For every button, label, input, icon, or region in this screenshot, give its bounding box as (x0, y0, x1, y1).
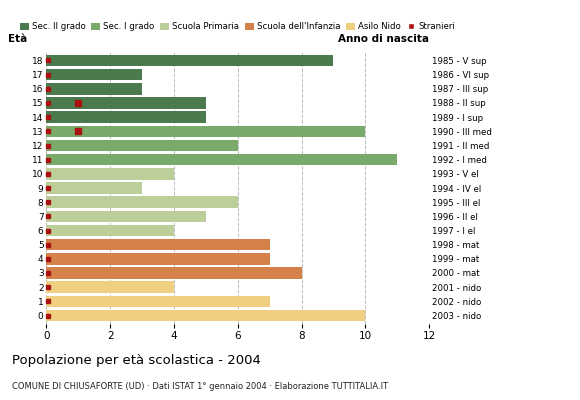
Text: Popolazione per età scolastica - 2004: Popolazione per età scolastica - 2004 (12, 354, 260, 367)
Bar (46, 239, 270, 250)
Bar (46, 69, 142, 80)
Bar (46, 97, 206, 109)
Bar (46, 140, 238, 151)
Legend: Sec. II grado, Sec. I grado, Scuola Primaria, Scuola dell'Infanzia, Asilo Nido, : Sec. II grado, Sec. I grado, Scuola Prim… (20, 22, 455, 31)
Bar (46, 182, 142, 194)
Bar (46, 126, 365, 137)
Bar (46, 310, 365, 321)
Bar (46, 225, 174, 236)
Bar (46, 253, 270, 265)
Bar (46, 196, 238, 208)
Bar (46, 296, 270, 307)
Bar (46, 210, 206, 222)
Bar (46, 154, 397, 166)
Text: Età: Età (8, 34, 27, 44)
Bar (46, 83, 142, 95)
Bar (46, 168, 174, 180)
Bar (46, 55, 333, 66)
Bar (46, 281, 174, 293)
Bar (46, 267, 302, 279)
Text: COMUNE DI CHIUSAFORTE (UD) · Dati ISTAT 1° gennaio 2004 · Elaborazione TUTTITALI: COMUNE DI CHIUSAFORTE (UD) · Dati ISTAT … (12, 382, 387, 391)
Bar (46, 111, 206, 123)
Text: Anno di nascita: Anno di nascita (338, 34, 429, 44)
